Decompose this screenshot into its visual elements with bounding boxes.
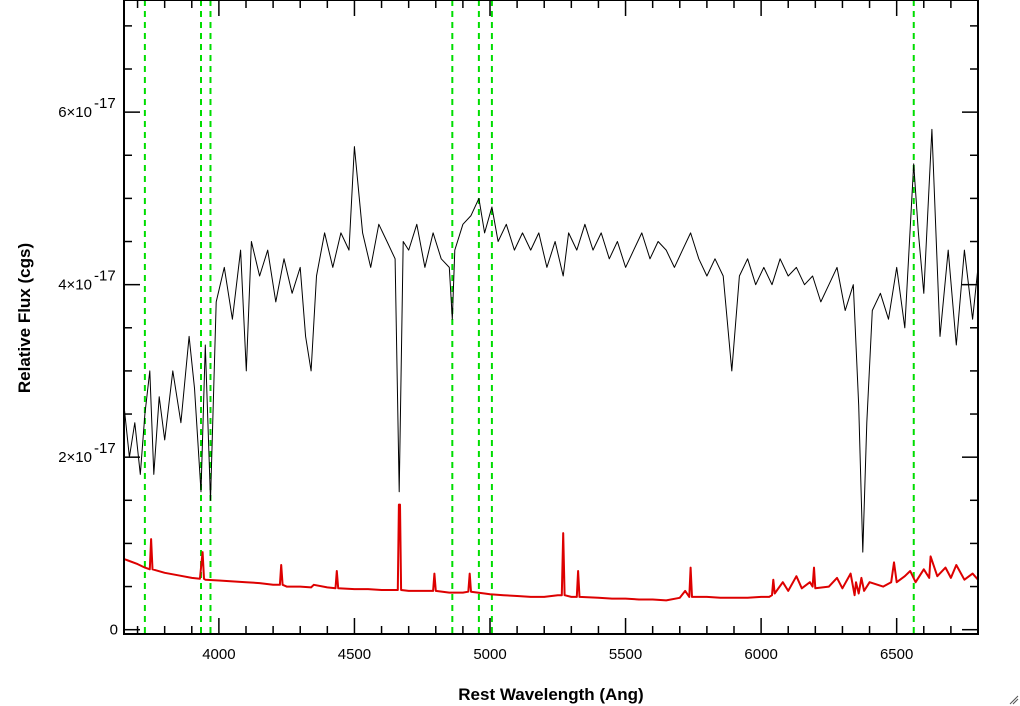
y-tick-exponent: -17 [94, 268, 116, 285]
y-tick-label: 6×10 [58, 104, 92, 121]
x-tick-label: 6000 [744, 646, 777, 663]
y-tick-label: 2×10 [58, 449, 92, 466]
x-tick-label: 5500 [609, 646, 642, 663]
error-series-line [123, 503, 979, 602]
y-tick-exponent: -17 [94, 95, 116, 112]
y-axis-ticks: 02×10-174×10-176×10-17 [58, 25, 978, 639]
x-axis-ticks: 4000 4500 5000 5500 6000 6500 [136, 0, 979, 663]
y-tick-exponent: -17 [94, 440, 116, 457]
series-layer [123, 128, 979, 602]
flux-series-line [123, 128, 979, 553]
x-tick-label: 6500 [880, 646, 913, 663]
x-tick-label: 4000 [202, 646, 235, 663]
x-axis-title: Rest Wavelength (Ang) [458, 685, 643, 704]
y-tick-label: 0 [110, 622, 118, 639]
x-tick-label: 5000 [473, 646, 506, 663]
x-tick-label: 4500 [338, 646, 371, 663]
plot-frame [123, 0, 979, 635]
reference-lines [143, 0, 915, 634]
y-tick-label: 4×10 [58, 277, 92, 294]
resize-grip-icon [1009, 695, 1019, 705]
y-axis-title: Relative Flux (cgs) [15, 243, 34, 393]
